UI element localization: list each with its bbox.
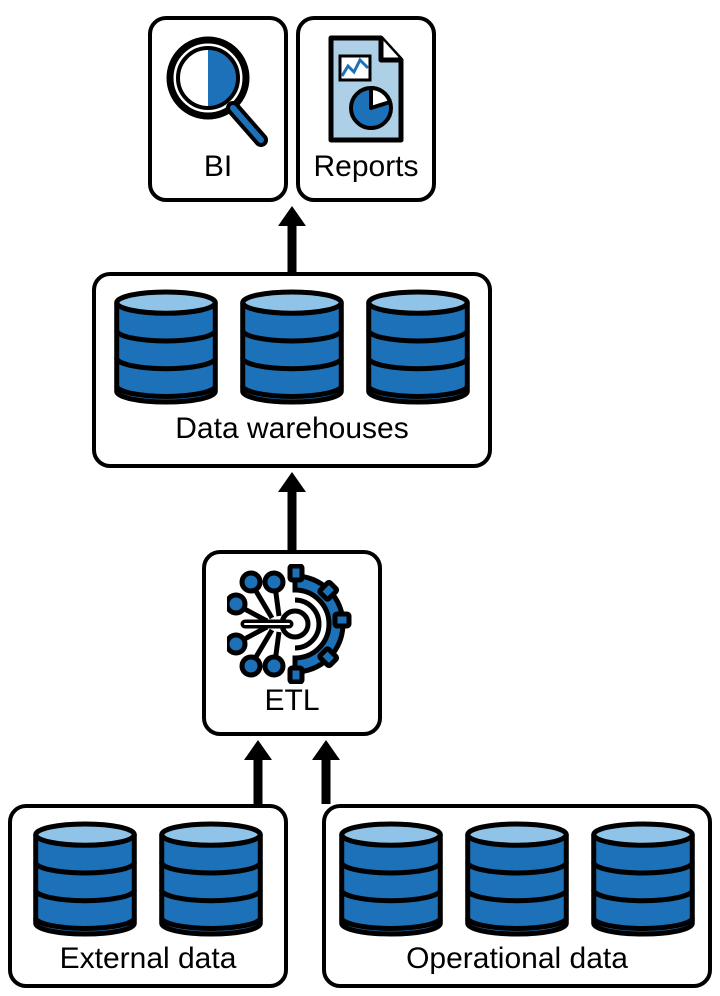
etl-gear-icon [227,564,357,684]
data-warehouses-db-row [110,288,474,406]
bi-label: BI [204,150,232,184]
etl-label: ETL [264,684,319,718]
database-icon [461,820,573,938]
database-icon [110,288,222,406]
magnifying-glass-icon [163,30,273,150]
database-icon [335,820,447,938]
database-icon [155,820,267,938]
operational-data-node: Operational data [322,804,712,988]
data-warehouses-node: Data warehouses [92,272,492,468]
database-icon [362,288,474,406]
external-data-db-row [29,820,267,938]
external-data-node: External data [8,804,288,988]
diagram-canvas: BI Reports Data warehouses [0,0,720,995]
operational-data-db-row [335,820,699,938]
database-icon [587,820,699,938]
database-icon [236,288,348,406]
operational-data-label: Operational data [406,942,628,976]
bi-node: BI [148,16,288,202]
reports-node: Reports [296,16,436,202]
database-icon [29,820,141,938]
etl-node: ETL [202,550,382,736]
external-data-label: External data [60,942,237,976]
data-warehouses-label: Data warehouses [175,412,408,446]
report-document-icon [316,30,416,150]
reports-label: Reports [313,150,418,184]
